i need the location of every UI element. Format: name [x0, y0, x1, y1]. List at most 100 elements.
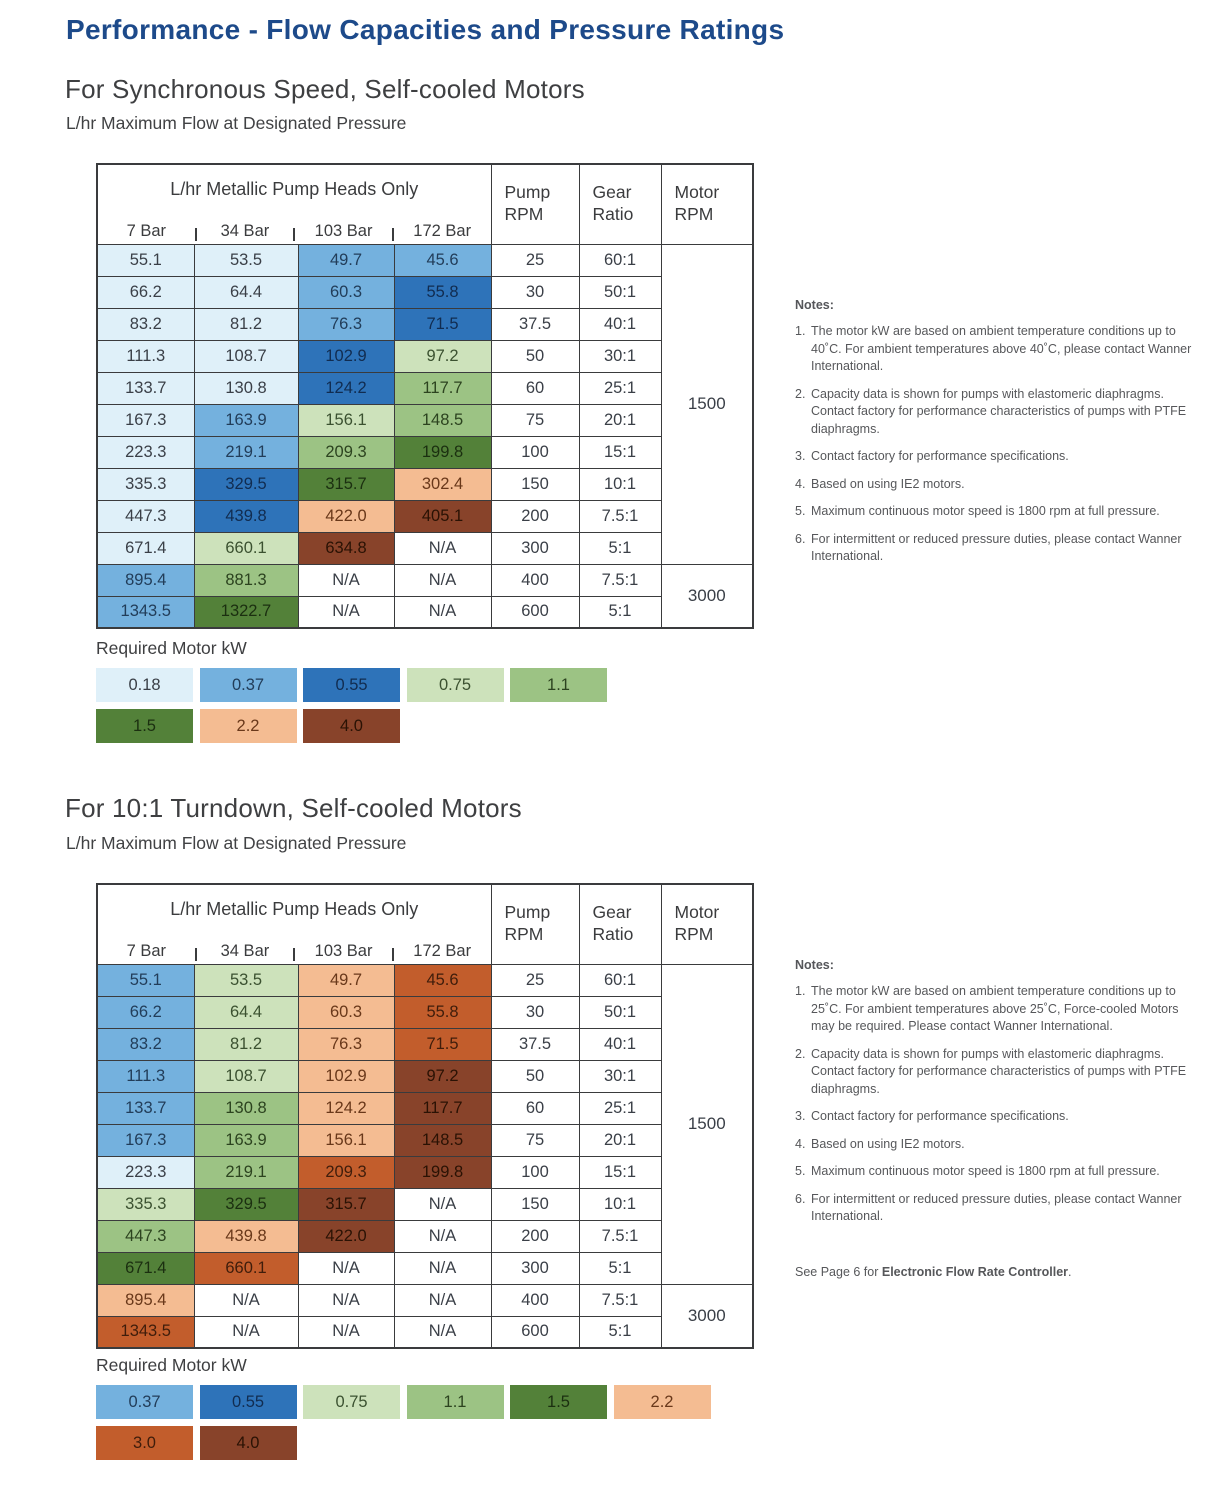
pump-heads-group-title: L/hr Metallic Pump Heads Only — [170, 899, 419, 919]
gear-ratio-cell: 60:1 — [578, 243, 662, 277]
flow-cell: 81.2 — [193, 1027, 299, 1061]
note-number: 5. — [795, 1164, 806, 1178]
pump-rpm-cell: 150 — [490, 467, 580, 501]
flow-cell: 156.1 — [297, 403, 395, 437]
note-text: For intermittent or reduced pressure dut… — [811, 531, 1182, 564]
note-item: 3. Contact factory for performance specif… — [795, 1108, 1193, 1126]
notes-turndown: Notes: 1. The motor kW are based on ambie… — [795, 958, 1193, 1281]
pump-rpm-cell: 25 — [490, 963, 580, 997]
section-subheading-turndown: L/hr Maximum Flow at Designated Pressure — [66, 833, 407, 853]
flow-cell: 671.4 — [96, 1251, 195, 1285]
flow-cell: 167.3 — [96, 403, 195, 437]
flow-cell: 130.8 — [193, 1091, 299, 1125]
notes-synchronous: Notes: 1. The motor kW are based on ambie… — [795, 298, 1193, 576]
legend-title: Required Motor kW — [96, 638, 247, 658]
flow-cell: 329.5 — [193, 467, 299, 501]
column-header-gear-ratio: Gear Ratio — [578, 163, 662, 245]
note-item: 2. Capacity data is shown for pumps with … — [795, 386, 1193, 439]
kw-legend-box: 4.0 — [199, 1426, 297, 1460]
pump-rpm-cell: 200 — [490, 499, 580, 533]
flow-cell: 55.1 — [96, 963, 195, 997]
flow-cell: 108.7 — [193, 1059, 299, 1093]
flow-cell: 223.3 — [96, 435, 195, 469]
pump-rpm-cell: 600 — [490, 1315, 580, 1349]
pump-rpm-cell: 25 — [490, 243, 580, 277]
note-text: Contact factory for performance specific… — [811, 1109, 1069, 1123]
note-number: 6. — [795, 531, 806, 546]
column-header-motor-rpm: Motor RPM — [660, 883, 754, 965]
flow-cell: 64.4 — [193, 275, 299, 309]
flow-cell: 302.4 — [393, 467, 492, 501]
note-text: The motor kW are based on ambient temper… — [811, 324, 1192, 373]
gear-ratio-cell: 5:1 — [578, 531, 662, 565]
flow-cell: 223.3 — [96, 1155, 195, 1189]
flow-cell: 55.8 — [393, 275, 492, 309]
sub-column-divider — [293, 228, 296, 241]
kw-legend-box: 1.5 — [510, 1385, 607, 1419]
pump-rpm-cell: 75 — [490, 403, 580, 437]
gear-ratio-cell: 25:1 — [578, 1091, 662, 1125]
pump-rpm-cell: 400 — [490, 1283, 580, 1317]
page-title: Performance - Flow Capacities and Pressu… — [66, 14, 785, 45]
kw-legend-box: 4.0 — [303, 709, 400, 743]
flow-cell: 117.7 — [393, 1091, 492, 1125]
note-text: Maximum continuous motor speed is 1800 r… — [811, 504, 1160, 518]
pump-rpm-cell: 150 — [490, 1187, 580, 1221]
flow-cell: 83.2 — [96, 1027, 195, 1061]
note-item: 6. For intermittent or reduced pressure d… — [795, 1191, 1193, 1226]
flow-cell: 102.9 — [297, 339, 395, 373]
flow-cell: N/A — [393, 1219, 492, 1253]
kw-legend-box: 2.2 — [613, 1385, 711, 1419]
flow-cell: N/A — [193, 1315, 299, 1349]
motor-kw-legend-turndown: Required Motor kW 0.37 0.55 0.75 1.1 1.5 2.2 3… — [96, 1355, 717, 1467]
flow-cell: N/A — [393, 1315, 492, 1349]
motor-rpm-cell: 1500 — [660, 243, 754, 565]
flow-cell: 102.9 — [297, 1059, 395, 1093]
flow-cell: 439.8 — [193, 499, 299, 533]
gear-ratio-cell: 5:1 — [578, 595, 662, 629]
flow-cell: 49.7 — [297, 963, 395, 997]
flow-cell: 124.2 — [297, 371, 395, 405]
flow-cell: 895.4 — [96, 1283, 195, 1317]
flow-cell: 219.1 — [193, 435, 299, 469]
flow-cell: 76.3 — [297, 307, 395, 341]
flow-cell: 199.8 — [393, 435, 492, 469]
gear-ratio-cell: 30:1 — [578, 339, 662, 373]
flow-cell: 405.1 — [393, 499, 492, 533]
flow-cell: 219.1 — [193, 1155, 299, 1189]
flow-cell: 167.3 — [96, 1123, 195, 1157]
section-subheading-synchronous: L/hr Maximum Flow at Designated Pressure — [66, 113, 407, 133]
pump-rpm-cell: 60 — [490, 371, 580, 405]
flow-cell: N/A — [297, 1283, 395, 1317]
note-number: 3. — [795, 449, 806, 463]
legend-row: 0.37 0.55 0.75 1.1 1.5 2.2 — [96, 1385, 717, 1419]
note-item: 2. Capacity data is shown for pumps with … — [795, 1046, 1193, 1099]
flow-cell: 81.2 — [193, 307, 299, 341]
sub-column-divider — [194, 948, 197, 961]
flow-cell: N/A — [297, 563, 395, 597]
note-number: 4. — [795, 1136, 806, 1151]
flow-cell: N/A — [393, 563, 492, 597]
flow-cell: 315.7 — [297, 467, 395, 501]
kw-legend-box: 3.0 — [96, 1426, 193, 1460]
flow-cell: 66.2 — [96, 995, 195, 1029]
pump-rpm-cell: 37.5 — [490, 1027, 580, 1061]
gear-ratio-cell: 40:1 — [578, 307, 662, 341]
flow-cell: 97.2 — [393, 1059, 492, 1093]
flow-cell: 108.7 — [193, 339, 299, 373]
pump-rpm-cell: 30 — [490, 995, 580, 1029]
flow-cell: 660.1 — [193, 1251, 299, 1285]
kw-legend-box: 0.75 — [303, 1385, 400, 1419]
gear-ratio-cell: 20:1 — [578, 1123, 662, 1157]
note-text: Capacity data is shown for pumps with el… — [811, 386, 1187, 436]
flow-capacity-table-synchronous: L/hr Metallic Pump Heads Only 7 Bar 34 Bar… — [96, 163, 754, 629]
note-number: 2. — [795, 386, 806, 401]
note-item: 1. The motor kW are based on ambient temp… — [795, 983, 1193, 1036]
gear-ratio-cell: 10:1 — [578, 467, 662, 501]
note-item: 4. Based on using IE2 motors. — [795, 476, 1193, 494]
flow-cell: 117.7 — [393, 371, 492, 405]
flow-cell: 83.2 — [96, 307, 195, 341]
flow-cell: 66.2 — [96, 275, 195, 309]
flow-cell: N/A — [393, 1283, 492, 1317]
note-number: 3. — [795, 1109, 806, 1123]
